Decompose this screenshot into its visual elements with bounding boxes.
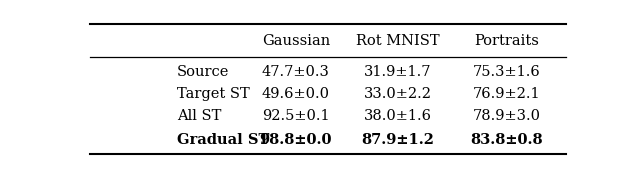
Text: 49.6±0.0: 49.6±0.0	[262, 88, 330, 102]
Text: 87.9±1.2: 87.9±1.2	[361, 133, 434, 147]
Text: Gaussian: Gaussian	[262, 34, 330, 48]
Text: Target ST: Target ST	[177, 88, 250, 102]
Text: 83.8±0.8: 83.8±0.8	[470, 133, 543, 147]
Text: Rot MNIST: Rot MNIST	[356, 34, 439, 48]
Text: 78.9±3.0: 78.9±3.0	[472, 109, 541, 123]
Text: 92.5±0.1: 92.5±0.1	[262, 109, 330, 123]
Text: All ST: All ST	[177, 109, 221, 123]
Text: 31.9±1.7: 31.9±1.7	[364, 65, 431, 79]
Text: 38.0±1.6: 38.0±1.6	[364, 109, 431, 123]
Text: 47.7±0.3: 47.7±0.3	[262, 65, 330, 79]
Text: Gradual ST: Gradual ST	[177, 133, 269, 147]
Text: Portraits: Portraits	[474, 34, 539, 48]
Text: 98.8±0.0: 98.8±0.0	[259, 133, 332, 147]
Text: 76.9±2.1: 76.9±2.1	[473, 88, 540, 102]
Text: Source: Source	[177, 65, 229, 79]
Text: 33.0±2.2: 33.0±2.2	[364, 88, 431, 102]
Text: 75.3±1.6: 75.3±1.6	[473, 65, 540, 79]
